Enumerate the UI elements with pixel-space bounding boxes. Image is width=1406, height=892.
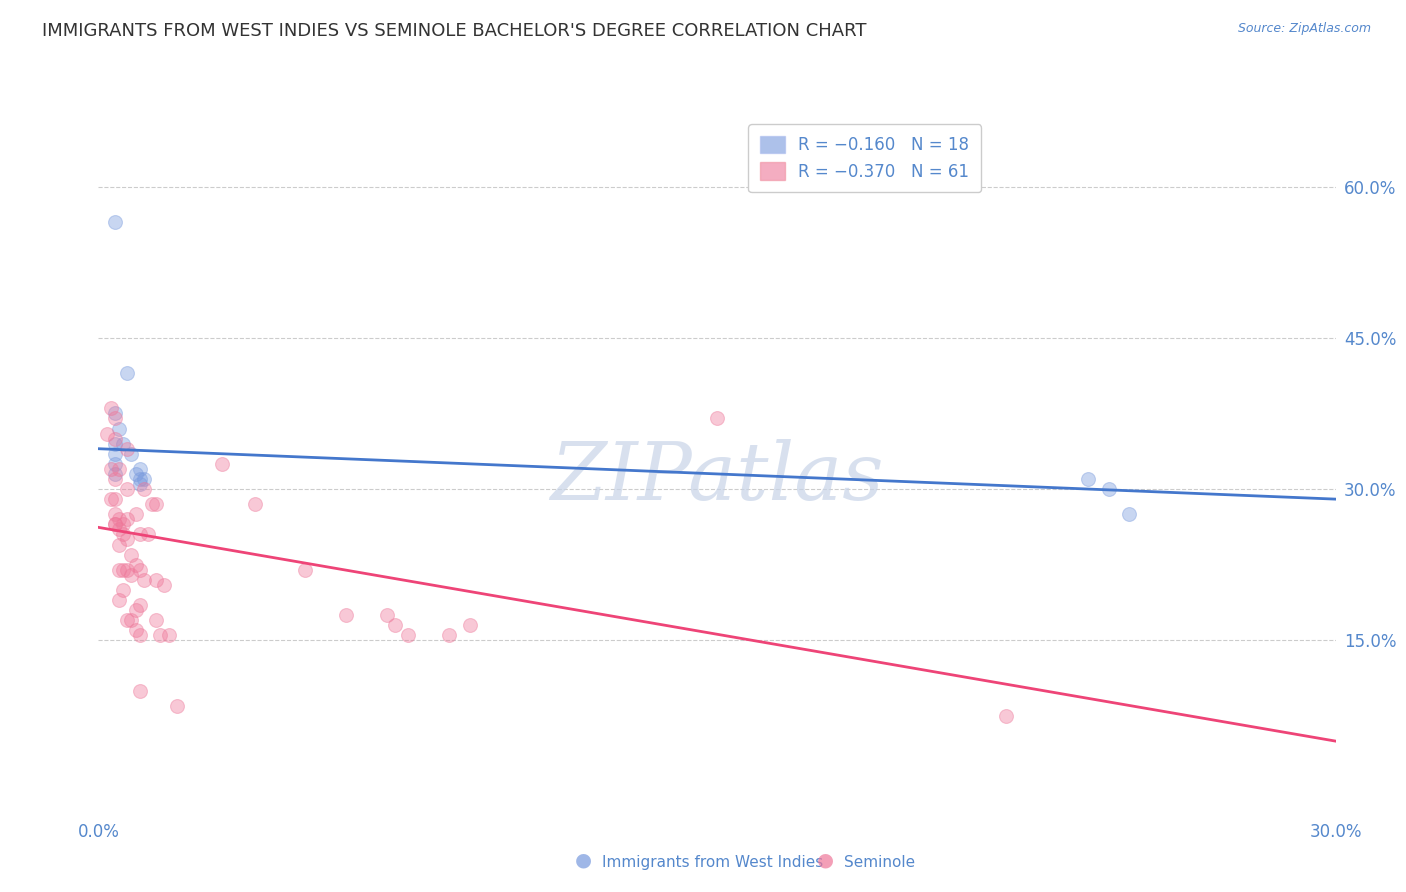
Point — [112, 582, 135, 597]
Point — [117, 442, 139, 456]
Point — [108, 593, 131, 607]
Point — [100, 401, 122, 416]
Point — [120, 613, 142, 627]
Point — [100, 492, 122, 507]
Point — [104, 467, 127, 481]
Point — [145, 497, 167, 511]
Point — [128, 628, 150, 642]
Point — [141, 497, 163, 511]
Point — [132, 482, 155, 496]
Text: Seminole: Seminole — [844, 855, 915, 870]
Point — [117, 533, 139, 547]
Point — [104, 432, 127, 446]
Text: Immigrants from West Indies: Immigrants from West Indies — [602, 855, 823, 870]
Point — [104, 411, 127, 425]
Text: Source: ZipAtlas.com: Source: ZipAtlas.com — [1237, 22, 1371, 36]
Point — [1098, 482, 1121, 496]
Point — [112, 563, 135, 577]
Point — [104, 508, 127, 522]
Point — [335, 608, 357, 623]
Point — [117, 366, 139, 380]
Point — [153, 578, 176, 592]
Point — [128, 527, 150, 541]
Point — [124, 467, 146, 481]
Point — [104, 215, 127, 229]
Point — [145, 573, 167, 587]
Point — [124, 624, 146, 638]
Text: ●: ● — [575, 851, 592, 870]
Point — [211, 457, 233, 471]
Point — [128, 477, 150, 491]
Point — [157, 628, 180, 642]
Point — [437, 628, 460, 642]
Point — [458, 618, 481, 632]
Legend: R = −0.160   N = 18, R = −0.370   N = 61: R = −0.160 N = 18, R = −0.370 N = 61 — [748, 124, 981, 193]
Point — [96, 426, 118, 441]
Point — [149, 628, 172, 642]
Point — [1077, 472, 1099, 486]
Text: ZIPatlas: ZIPatlas — [550, 439, 884, 516]
Point — [117, 563, 139, 577]
Point — [132, 472, 155, 486]
Point — [104, 472, 127, 486]
Point — [136, 527, 159, 541]
Point — [120, 567, 142, 582]
Point — [112, 436, 135, 450]
Point — [128, 598, 150, 612]
Point — [128, 683, 150, 698]
Point — [104, 447, 127, 461]
Point — [384, 618, 406, 632]
Point — [994, 709, 1017, 723]
Point — [104, 517, 127, 532]
Point — [128, 462, 150, 476]
Point — [117, 512, 139, 526]
Point — [166, 698, 188, 713]
Point — [120, 447, 142, 461]
Point — [100, 462, 122, 476]
Text: IMMIGRANTS FROM WEST INDIES VS SEMINOLE BACHELOR'S DEGREE CORRELATION CHART: IMMIGRANTS FROM WEST INDIES VS SEMINOLE … — [42, 22, 866, 40]
Point — [294, 563, 316, 577]
Point — [104, 436, 127, 450]
Point — [132, 573, 155, 587]
Point — [108, 537, 131, 551]
Point — [124, 508, 146, 522]
Point — [117, 613, 139, 627]
Point — [108, 512, 131, 526]
Point — [104, 406, 127, 420]
Point — [128, 472, 150, 486]
Point — [108, 462, 131, 476]
Point — [124, 603, 146, 617]
Point — [117, 482, 139, 496]
Point — [396, 628, 419, 642]
Point — [1118, 508, 1140, 522]
Point — [104, 517, 127, 532]
Point — [120, 548, 142, 562]
Point — [104, 457, 127, 471]
Point — [145, 613, 167, 627]
Point — [108, 421, 131, 435]
Point — [128, 563, 150, 577]
Point — [243, 497, 266, 511]
Point — [112, 527, 135, 541]
Point — [112, 517, 135, 532]
Point — [706, 411, 728, 425]
Point — [108, 522, 131, 536]
Point — [124, 558, 146, 572]
Text: ●: ● — [817, 851, 834, 870]
Point — [104, 492, 127, 507]
Point — [375, 608, 398, 623]
Point — [108, 563, 131, 577]
